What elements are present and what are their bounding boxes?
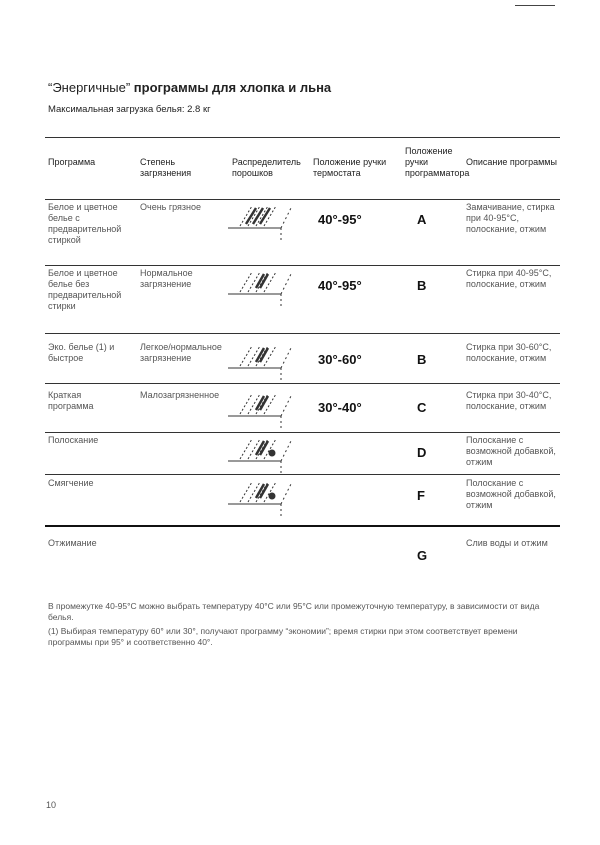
- programmer-position: A: [417, 212, 427, 227]
- program-name: Отжимание: [48, 538, 97, 548]
- top-mark: [515, 5, 555, 6]
- soil-level: Нормальное загрязнение: [140, 268, 193, 289]
- divider: [45, 525, 560, 527]
- programmer-position: B: [417, 352, 427, 367]
- divider: [45, 137, 560, 138]
- detergent-dispenser-wash-icon: [226, 386, 301, 439]
- program-description: Стирка при 40-95°C, полоскание, отжим: [466, 268, 552, 289]
- program-description: Полоскание с возможной добавкой, отжим: [466, 435, 556, 467]
- header-programmer: Положение ручки программатора: [405, 146, 470, 178]
- header-thermostat: Положение ручки термостата: [313, 157, 387, 178]
- thermostat-temp: 30°-60°: [318, 352, 362, 367]
- divider: [45, 474, 560, 475]
- header-soil: Степень загрязнения: [140, 157, 192, 178]
- programmer-position: C: [417, 400, 427, 415]
- soil-level: Очень грязное: [140, 202, 202, 212]
- thermostat-temp: 40°-95°: [318, 212, 362, 227]
- programmer-position: G: [417, 548, 428, 563]
- page-title: “Энергичные” программы для хлопка и льна: [48, 80, 331, 95]
- page-subtitle: Максимальная загрузка белья: 2.8 кг: [48, 104, 211, 115]
- divider: [45, 333, 560, 334]
- program-name: Белое и цветное белье без предварительно…: [48, 268, 122, 311]
- program-description: Замачивание, стирка при 40-95°C, полоска…: [466, 202, 555, 234]
- soil-level: Легкое/нормальное загрязнение: [140, 342, 222, 363]
- title-rest: программы для хлопка и льна: [130, 80, 332, 95]
- programmer-position: F: [417, 488, 425, 503]
- program-name: Эко. белье (1) и быстрое: [48, 342, 115, 363]
- header-dispenser: Распределитель порошков: [232, 157, 301, 178]
- thermostat-temp: 30°-40°: [318, 400, 362, 415]
- header-description: Описание программы: [466, 157, 557, 167]
- program-name: Белое и цветное белье с предварительной …: [48, 202, 122, 245]
- detergent-dispenser-softener-icon: [226, 431, 301, 484]
- header-program: Программа: [48, 157, 96, 167]
- program-name: Краткая программа: [48, 390, 94, 411]
- divider: [45, 383, 560, 384]
- detergent-dispenser-wash-icon: [226, 338, 301, 391]
- program-description: Полоскание с возможной добавкой, отжим: [466, 478, 556, 510]
- footnote: (1) Выбирая температуру 60° или 30°, пол…: [48, 626, 518, 647]
- program-name: Смягчение: [48, 478, 94, 488]
- program-name: Полоскание: [48, 435, 99, 445]
- detergent-dispenser-prewash-icon: [226, 198, 301, 251]
- title-quoted: “Энергичные”: [48, 80, 131, 95]
- programmer-position: D: [417, 445, 427, 460]
- divider: [45, 265, 560, 266]
- program-description: Стирка при 30-40°C, полоскание, отжим: [466, 390, 552, 411]
- detergent-dispenser-softener-icon: [226, 474, 301, 527]
- footnote: В промежутке 40-95°C можно выбрать темпе…: [48, 601, 540, 622]
- thermostat-temp: 40°-95°: [318, 278, 362, 293]
- divider: [45, 199, 560, 200]
- detergent-dispenser-wash-icon: [226, 264, 301, 317]
- program-description: Стирка при 30-60°C, полоскание, отжим: [466, 342, 552, 363]
- divider: [45, 432, 560, 433]
- programmer-position: B: [417, 278, 427, 293]
- page-number: 10: [46, 800, 57, 810]
- program-description: Слив воды и отжим: [466, 538, 548, 548]
- soil-level: Малозагрязненное: [140, 390, 220, 400]
